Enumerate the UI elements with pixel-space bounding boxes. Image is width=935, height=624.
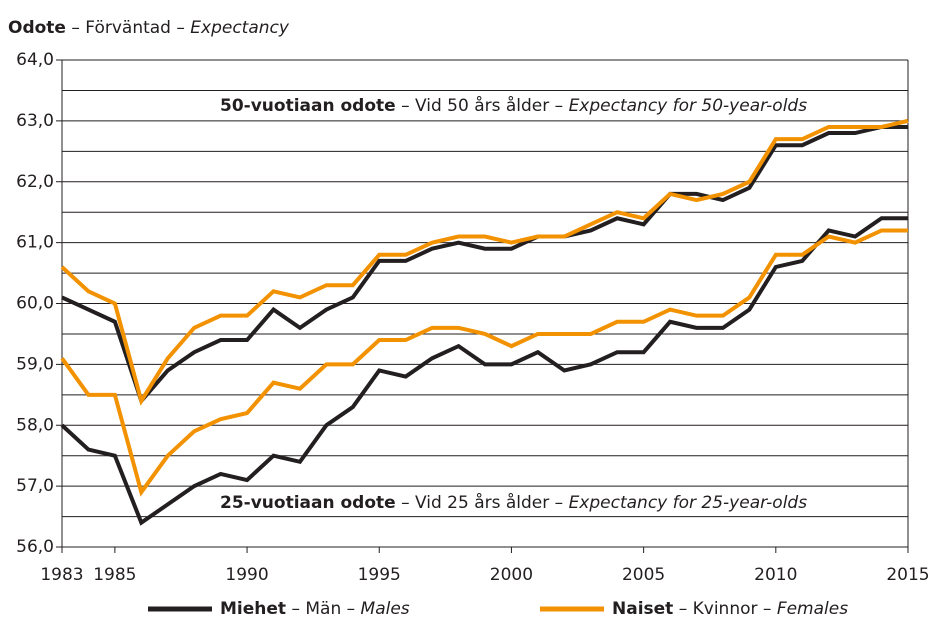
rich-text: 50-vuotiaan odote – Vid 50 års ålder – E… xyxy=(220,95,807,116)
plain-part: – Vid 50 års ålder – xyxy=(396,95,569,116)
y-tick-label: 62,0 xyxy=(16,172,54,192)
y-tick-label: 56,0 xyxy=(16,537,54,557)
y-tick-label: 61,0 xyxy=(16,233,54,253)
plain-part: – Män – xyxy=(286,599,360,619)
title-text: – Förväntad – xyxy=(66,18,190,38)
plain-part: – Kvinnor – xyxy=(673,599,777,619)
chart-title: Odote – Förväntad – Expectancy xyxy=(8,18,290,38)
bold-part: Miehet xyxy=(220,599,286,619)
y-tick-label: 63,0 xyxy=(16,111,54,131)
series-line xyxy=(60,118,909,406)
italic-part: Expectancy for 25-year-olds xyxy=(569,493,808,513)
x-tick-label: 2010 xyxy=(754,565,797,585)
x-tick-label: 2005 xyxy=(622,565,665,585)
rich-text: Naiset – Kvinnor – Females xyxy=(612,599,848,619)
bold-part: 25-vuotiaan odote xyxy=(220,493,396,513)
italic-part: Males xyxy=(361,599,410,619)
bold-part: 50-vuotiaan odote xyxy=(220,96,396,116)
x-tick-label: 1985 xyxy=(93,565,136,585)
title-bold: Odote xyxy=(8,18,66,38)
rich-text: Miehet – Män – Males xyxy=(220,599,410,619)
italic-part: Expectancy for 50-year-olds xyxy=(569,96,808,116)
series-line xyxy=(60,216,908,526)
x-tick-label: 1990 xyxy=(225,565,268,585)
plain-part: – Vid 25 års ålder – xyxy=(396,492,569,513)
rich-text: 25-vuotiaan odote – Vid 25 års ålder – E… xyxy=(220,492,807,513)
y-tick-label: 64,0 xyxy=(16,50,54,70)
x-tick-label: 2015 xyxy=(886,565,929,585)
italic-part: Females xyxy=(777,599,848,619)
bold-part: Naiset xyxy=(612,599,673,619)
y-tick-label: 58,0 xyxy=(16,415,54,435)
x-tick-label: 1995 xyxy=(358,565,401,585)
series-line xyxy=(60,228,908,497)
y-tick-label: 57,0 xyxy=(16,476,54,496)
y-tick-label: 60,0 xyxy=(16,294,54,314)
y-tick-label: 59,0 xyxy=(16,354,54,374)
x-tick-label: 1983 xyxy=(40,565,83,585)
series-line xyxy=(61,124,908,405)
x-tick-label: 2000 xyxy=(490,565,533,585)
title-italic: Expectancy xyxy=(190,18,290,38)
